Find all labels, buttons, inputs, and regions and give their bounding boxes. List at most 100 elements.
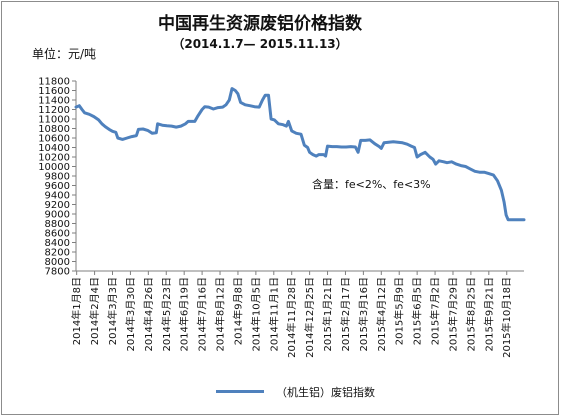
data-point <box>267 94 270 97</box>
content-annotation: 含量：fe<2%、fe<3% <box>312 177 431 191</box>
data-point <box>225 103 227 106</box>
data-point <box>523 218 525 221</box>
x-tick-label: 2015年8月25日 <box>464 277 477 352</box>
data-point <box>505 214 507 216</box>
x-tick-label: 2014年4月26日 <box>142 277 155 352</box>
data-point <box>474 170 476 173</box>
data-point <box>170 125 173 127</box>
data-point <box>432 158 434 161</box>
data-point <box>424 151 426 154</box>
y-tick-label: 8400 <box>45 238 70 249</box>
data-point <box>270 118 272 120</box>
x-tick-label: 2014年2月4日 <box>88 277 101 345</box>
data-point <box>88 113 91 116</box>
data-point <box>345 146 347 148</box>
x-tick-label: 2015年2月17日 <box>339 277 352 352</box>
data-point <box>335 145 338 148</box>
chart-title: 中国再生资源废铝价格指数 <box>158 14 362 34</box>
x-tick-label: 2015年10月18日 <box>500 277 513 358</box>
data-point <box>111 130 114 133</box>
data-point <box>264 94 267 97</box>
data-point <box>121 138 124 141</box>
data-point <box>354 146 357 148</box>
x-tick-label: 2015年4月12日 <box>375 277 388 352</box>
data-point <box>303 144 306 147</box>
data-point <box>464 165 467 168</box>
data-point <box>516 218 519 221</box>
data-point <box>114 131 117 134</box>
data-point <box>369 139 371 141</box>
data-point <box>287 120 290 123</box>
data-point <box>104 125 107 128</box>
x-tick-label: 2015年7月29日 <box>446 277 459 352</box>
data-point <box>340 146 343 148</box>
data-point <box>357 151 359 154</box>
data-point <box>492 174 495 177</box>
data-point <box>383 141 385 144</box>
data-point <box>428 156 431 158</box>
data-point <box>364 139 367 142</box>
data-point <box>75 106 77 108</box>
y-tick-label: 11800 <box>38 77 70 88</box>
x-tick-label: 2014年5月23日 <box>160 277 173 352</box>
data-point <box>151 132 154 135</box>
data-point <box>180 125 182 127</box>
y-tick-label: 10000 <box>38 162 70 173</box>
y-tick-label: 9400 <box>45 191 70 202</box>
x-tick-label: 2015年3月16日 <box>357 277 370 352</box>
y-tick-label: 8800 <box>45 219 70 230</box>
data-point <box>500 189 503 192</box>
data-point <box>359 139 362 142</box>
data-point <box>78 104 81 107</box>
data-point <box>300 133 302 136</box>
y-tick-label: 11600 <box>38 86 70 97</box>
data-point <box>450 160 453 163</box>
series-line <box>74 87 526 222</box>
data-point <box>318 153 320 156</box>
data-point <box>496 179 499 182</box>
legend-swatch <box>216 390 264 393</box>
data-point <box>196 115 199 118</box>
x-tick-label: 2014年1月8日 <box>70 277 83 345</box>
unit-label: 单位：元/吨 <box>32 47 97 61</box>
data-point <box>434 163 437 166</box>
y-tick-label: 9600 <box>45 181 70 192</box>
x-tick-label: 2015年6月5日 <box>411 277 424 345</box>
data-point <box>392 140 395 143</box>
data-point <box>487 172 490 175</box>
y-tick-label: 9000 <box>45 210 70 221</box>
data-point <box>308 151 311 154</box>
data-point <box>446 161 448 164</box>
data-point <box>419 153 422 156</box>
data-point <box>135 134 138 137</box>
data-point <box>187 120 190 123</box>
y-tick-label: 10400 <box>38 143 70 154</box>
x-tick-label: 2014年8月12日 <box>214 277 227 352</box>
data-point <box>237 92 239 95</box>
data-point <box>253 105 256 108</box>
data-point <box>126 137 128 139</box>
y-tick-label: 10600 <box>38 134 70 145</box>
data-point <box>401 141 404 144</box>
data-point <box>142 128 144 130</box>
x-tick-label: 2014年7月16日 <box>196 277 209 352</box>
y-tick-label: 11400 <box>38 96 70 107</box>
data-point <box>442 160 445 163</box>
data-point <box>244 103 247 106</box>
data-point <box>239 101 242 104</box>
x-tick-label: 2014年10月5日 <box>249 277 262 352</box>
y-tick-label: 8000 <box>45 257 70 268</box>
data-point <box>406 143 409 146</box>
data-point <box>373 142 376 145</box>
x-tick-label: 2015年5月9日 <box>393 277 406 345</box>
data-point <box>387 141 390 144</box>
data-point <box>380 147 383 150</box>
data-point <box>397 141 399 144</box>
data-point <box>295 132 298 135</box>
y-tick-label: 11000 <box>38 115 70 126</box>
data-point <box>212 108 215 110</box>
data-point <box>81 108 83 111</box>
data-point <box>116 137 119 139</box>
data-point <box>166 124 168 127</box>
